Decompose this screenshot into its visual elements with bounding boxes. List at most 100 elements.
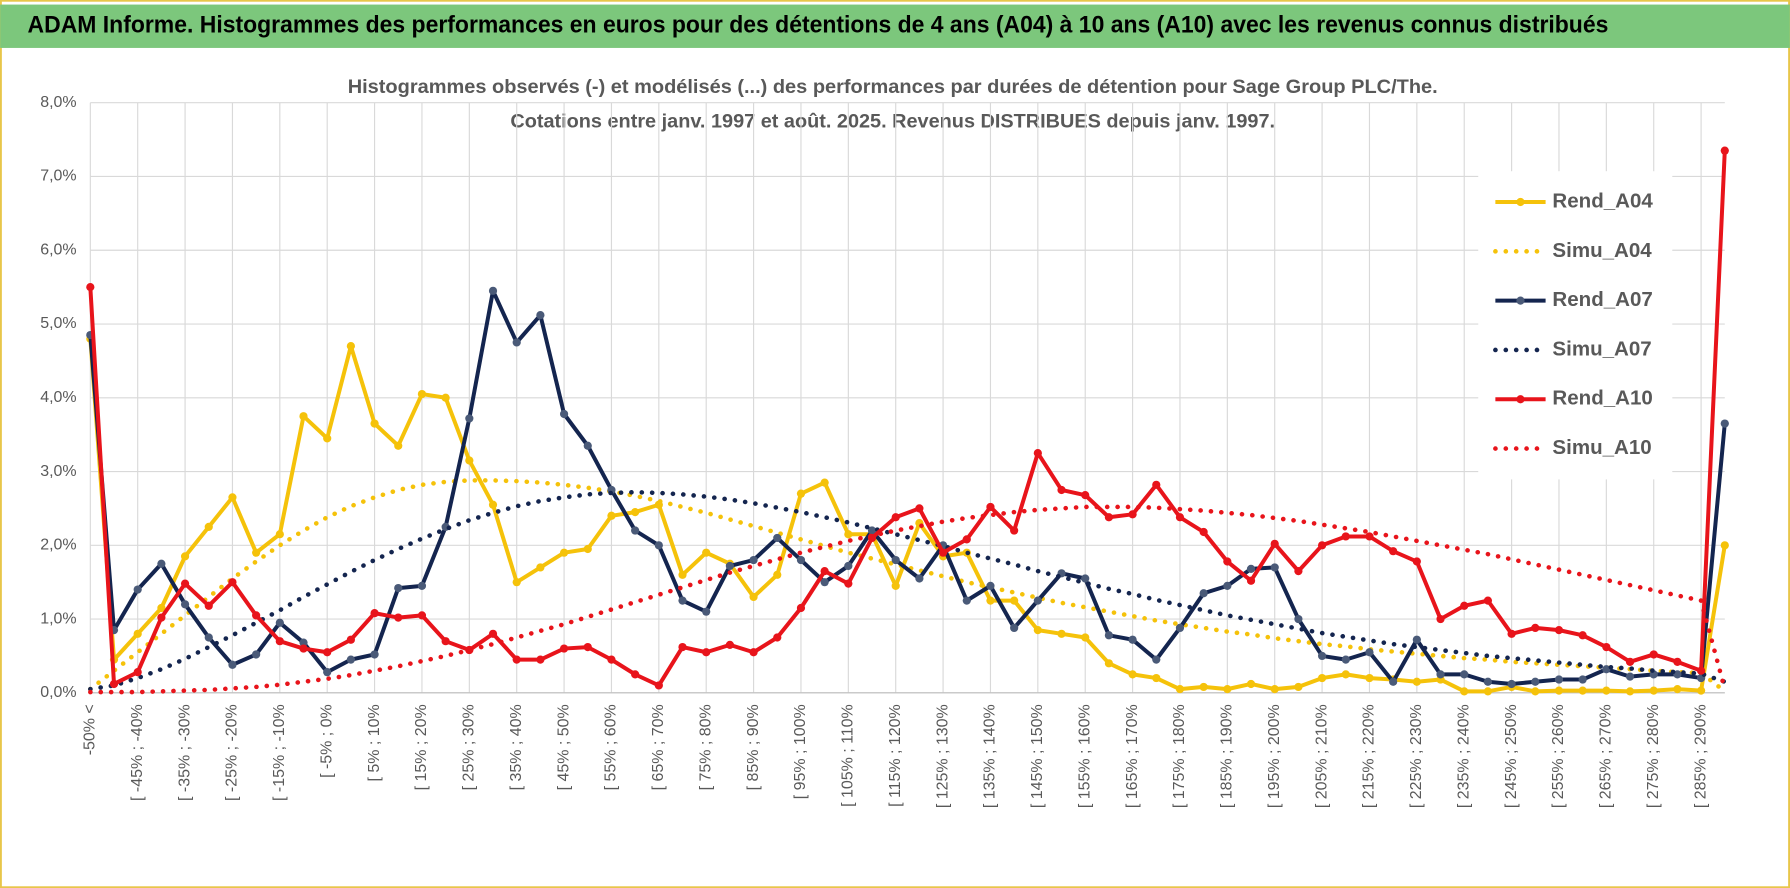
data-point <box>1436 670 1445 679</box>
data-point <box>512 578 521 587</box>
data-point <box>86 283 95 292</box>
data-point <box>607 655 616 664</box>
data-point <box>891 581 900 590</box>
data-point <box>109 679 119 689</box>
data-point <box>796 555 806 565</box>
data-point <box>536 655 545 664</box>
data-point <box>1223 581 1232 590</box>
data-point <box>820 567 829 576</box>
data-point <box>725 640 735 649</box>
data-point <box>1341 670 1350 679</box>
data-point <box>299 412 308 421</box>
data-point <box>1578 675 1587 684</box>
header-bar <box>0 4 1790 48</box>
data-point <box>465 414 474 423</box>
data-point <box>1175 623 1185 633</box>
x-tick-label: [ 95% ; 100% <box>792 704 809 799</box>
data-point <box>1010 526 1019 535</box>
data-point <box>180 552 190 561</box>
data-point <box>323 434 332 443</box>
data-point <box>1199 682 1208 692</box>
data-point <box>1365 673 1374 683</box>
data-point <box>299 638 308 647</box>
data-point <box>536 311 545 320</box>
data-point <box>512 338 521 347</box>
data-point <box>820 578 829 587</box>
data-point <box>1602 686 1611 695</box>
x-tick-label: [ 185% ; 190% <box>1219 704 1236 808</box>
data-point <box>725 561 735 571</box>
data-point <box>275 618 284 627</box>
x-tick-label: [ 5% ; 10% <box>366 704 383 781</box>
legend-label: Rend_A07 <box>1552 288 1652 311</box>
series-line <box>88 478 1728 694</box>
data-point <box>1246 576 1256 585</box>
data-point <box>938 548 948 557</box>
data-point <box>559 644 569 653</box>
y-tick-label: 7,0% <box>40 168 76 185</box>
series-line <box>88 489 1728 692</box>
data-point <box>1270 563 1279 572</box>
chart-subtitle: Cotations entre janv. 1997 et août. 2025… <box>510 110 1275 132</box>
data-point <box>1507 629 1516 638</box>
data-point <box>512 655 521 664</box>
data-point <box>1483 596 1493 605</box>
data-point <box>394 583 403 593</box>
data-point <box>678 596 687 605</box>
x-tick-label: [ -5% ; 0% <box>318 704 335 778</box>
data-point <box>654 541 663 550</box>
data-point <box>394 613 403 622</box>
x-tick-label: [ 35% ; 40% <box>508 704 525 790</box>
series-line <box>88 338 1727 694</box>
y-tick-label: 4,0% <box>40 389 76 406</box>
data-point <box>488 629 498 638</box>
data-point <box>417 611 427 620</box>
data-point <box>1175 513 1185 522</box>
data-point <box>1199 589 1208 598</box>
x-tick-label: [ 135% ; 140% <box>982 704 999 808</box>
x-tick-label: [ -35% ; -30% <box>176 704 193 801</box>
data-point <box>1483 687 1493 696</box>
x-tick-label: [ 175% ; 180% <box>1171 704 1188 808</box>
data-point <box>1152 673 1161 683</box>
data-point <box>1720 541 1729 550</box>
data-point <box>346 635 355 644</box>
header-title: ADAM Informe. Histogrammes des performan… <box>28 12 1609 39</box>
data-point <box>1223 685 1232 694</box>
x-tick-label: [ 285% ; 290% <box>1692 704 1709 808</box>
y-tick-label: 8,0% <box>40 94 76 111</box>
data-point <box>488 286 498 295</box>
data-point <box>1554 675 1564 684</box>
data-point <box>749 648 758 657</box>
data-point <box>678 570 687 579</box>
x-tick-label: [ 165% ; 170% <box>1124 704 1141 808</box>
x-tick-label: [ 125% ; 130% <box>934 704 951 808</box>
data-point <box>1531 677 1540 686</box>
data-point <box>583 544 592 554</box>
legend-label: Simu_A04 <box>1552 239 1652 262</box>
data-point <box>1625 657 1635 666</box>
x-tick-label: [ 45% ; 50% <box>555 704 572 790</box>
y-tick-label: 5,0% <box>40 315 76 332</box>
data-point <box>1033 596 1042 605</box>
data-point <box>796 489 806 498</box>
data-point <box>1341 532 1350 541</box>
data-point <box>133 629 142 638</box>
data-point <box>844 530 853 539</box>
data-point <box>1625 687 1635 696</box>
data-point <box>1460 687 1469 696</box>
data-point <box>1578 686 1587 695</box>
data-point <box>1720 146 1729 155</box>
data-point <box>702 548 711 557</box>
data-point <box>1294 614 1303 624</box>
data-point <box>1010 623 1019 633</box>
x-tick-label: [ 205% ; 210% <box>1313 704 1330 808</box>
legend-marker <box>1516 395 1525 404</box>
data-point <box>749 592 758 602</box>
x-tick-label: [ 15% ; 20% <box>413 704 430 790</box>
x-tick-label: [ 255% ; 260% <box>1550 704 1567 808</box>
data-point <box>157 559 166 568</box>
x-tick-label: [ 155% ; 160% <box>1076 704 1093 808</box>
data-point <box>702 648 711 657</box>
data-point <box>228 660 237 669</box>
